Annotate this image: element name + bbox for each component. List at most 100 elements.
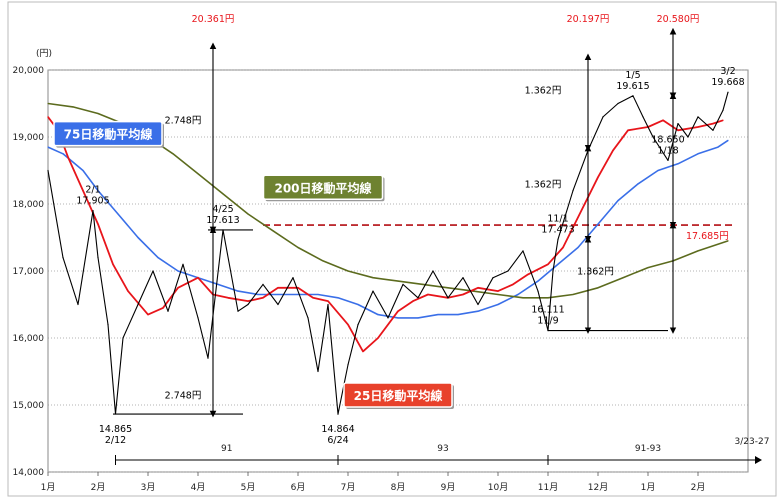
data-point [727,139,729,141]
data-point [547,297,549,299]
y-tick-label: 18,000 [13,200,45,210]
x-tick-label: 12月 [588,482,608,493]
data-point [197,173,199,175]
data-point [712,123,714,125]
legend-box [343,382,453,408]
data-point [517,293,519,296]
data-point [197,317,199,319]
data-point [327,303,329,306]
period-label: 91-93 [635,444,661,454]
data-point [572,293,574,296]
data-point [82,190,84,192]
data-point [357,303,359,306]
annotation-text: 1.362円 [525,85,562,96]
y-tick-label: 14,000 [13,468,45,478]
data-point [347,364,349,366]
data-point [727,240,729,242]
data-point [317,370,319,373]
data-point [177,270,179,272]
data-point [247,300,249,302]
annotation-text: 11/1 [547,213,568,224]
annotation-text: 17.613 [206,215,239,226]
annotation-text: 4/25 [212,204,233,215]
x-tick-label: 6月 [291,482,306,493]
data-point [417,317,419,319]
period-axis-arrow [755,456,762,464]
data-point [337,413,339,415]
x-tick-label: 2月 [91,482,106,493]
data-point [562,246,564,249]
annotation-text: 3/2 [720,66,735,77]
data-point [462,293,464,296]
annotation-text: 14.864 [321,424,354,435]
period-label: 93 [437,444,448,454]
data-point [262,297,264,299]
annotation-text: 16.111 [531,305,564,316]
data-point [182,263,184,265]
annotation-text: 17.473 [541,224,574,235]
annotation-text: 18.650 [651,134,684,145]
data-point [97,190,99,192]
data-point [492,277,494,279]
data-point [632,95,634,97]
data-point [447,287,449,289]
data-point [114,413,117,415]
data-point [697,116,699,118]
data-point [257,293,259,296]
data-point [522,250,524,252]
data-point [627,129,629,131]
annotation-text: 1.362円 [525,179,562,190]
x-tick-label: 7月 [341,482,356,493]
x-tick-label: 9月 [441,482,456,493]
data-point [647,267,649,269]
data-point [277,293,279,296]
annotation-text: 2/1 [85,184,100,195]
data-point [612,149,614,151]
data-point [272,230,274,232]
legend-box-label: 75日移動平均線 [64,127,153,142]
data-point [652,136,654,138]
data-point [527,273,529,275]
data-point [447,297,449,299]
data-point [402,283,404,285]
annotation-text: 20.361円 [192,14,235,25]
data-point [172,153,174,155]
y-tick-label: 17,000 [13,267,45,277]
data-point [722,119,724,121]
data-point [497,290,499,292]
data-point [247,303,249,306]
data-point [97,112,99,115]
data-point [152,270,154,272]
annotation-text: 1/5 [625,70,640,81]
data-point [557,238,559,240]
data-point [107,324,109,326]
data-point [137,236,139,239]
legend-box [262,174,384,200]
annotation-text: 6/24 [327,435,348,446]
data-point [597,176,599,178]
data-point [462,277,464,279]
x-tick-label: 1月 [41,482,56,493]
x-tick-label: 3月 [141,482,156,493]
x-tick-label: 1月 [641,482,656,493]
data-point [667,159,669,162]
outer-frame [7,1,777,497]
annotation-text: 14.865 [99,424,132,435]
data-point [47,169,49,172]
annotation-text: 1/18 [657,145,678,156]
data-point [397,317,399,319]
data-point [317,293,319,296]
data-point [552,270,554,272]
data-point [117,213,119,215]
data-point [377,337,379,339]
data-point [477,287,479,289]
data-point [112,263,114,265]
data-point [97,257,99,259]
data-point [422,283,424,285]
y-tick-label: 15,000 [13,401,45,411]
data-point [712,129,714,131]
data-point [372,290,374,292]
data-point [262,283,264,285]
data-point [637,183,639,185]
